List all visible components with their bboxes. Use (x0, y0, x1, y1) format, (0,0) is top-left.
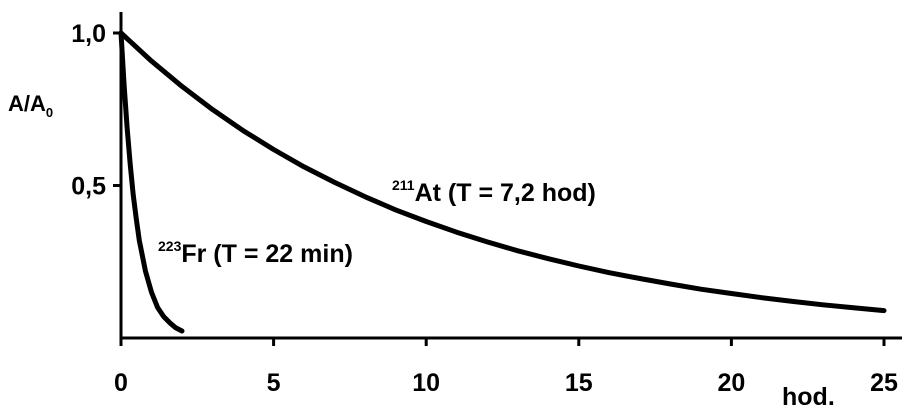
x-tick-label: 20 (717, 369, 745, 397)
x-tick-label: 5 (267, 369, 281, 397)
x-tick-label: 25 (870, 369, 898, 397)
y-axis-label: A/A0 (8, 91, 53, 120)
y-ticks: 0,5 1,0 (71, 20, 121, 201)
series-label-francium: 223Fr (T = 22 min) (158, 238, 353, 268)
x-ticks: 0 5 10 15 20 25 (114, 338, 898, 397)
curve-francium-223 (118, 30, 185, 334)
y-tick-label: 0,5 (71, 173, 106, 201)
series-label-astatine: 211At (T = 7,2 hod) (392, 177, 596, 207)
x-axis-label: hod. (782, 383, 835, 411)
x-tick-label: 0 (114, 369, 128, 397)
curve-astatine-211 (118, 30, 887, 314)
x-tick-label: 10 (412, 369, 440, 397)
y-tick-label: 1,0 (71, 20, 106, 48)
x-tick-label: 15 (565, 369, 593, 397)
